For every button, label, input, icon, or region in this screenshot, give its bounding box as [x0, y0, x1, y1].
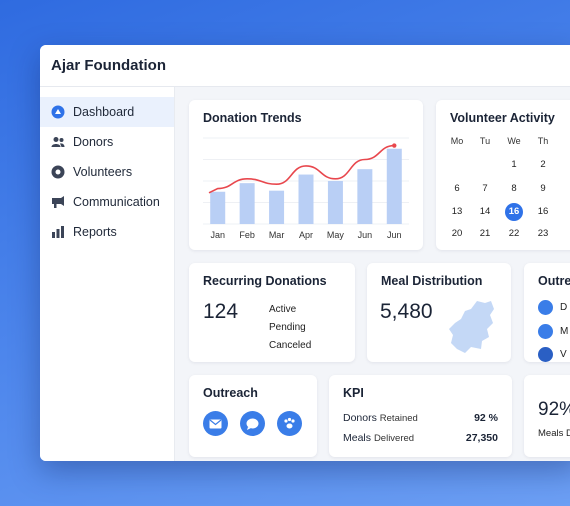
bar [298, 174, 314, 224]
chat-button[interactable] [240, 411, 265, 436]
sidebar-item-label: Dashboard [73, 105, 135, 119]
meal-distribution-card: Meal Distribution 5,480 [367, 263, 511, 362]
calendar-day[interactable]: 23 [537, 228, 549, 239]
kpi-value: 92 % [474, 412, 498, 424]
outreach-title: Outreach [203, 386, 258, 400]
weekday-header: We [507, 136, 521, 146]
sidebar-item-reports[interactable]: Reports [40, 217, 174, 247]
stat-card: 92% Meals D [524, 375, 570, 457]
trend-line [208, 144, 395, 194]
outreach-list-title: Outre [538, 274, 570, 288]
sidebar-item-label: Reports [73, 225, 117, 239]
x-tick-label: Jan [210, 230, 225, 240]
sidebar-item-communication[interactable]: Communication [40, 187, 174, 217]
sidebar-item-label: Volunteers [73, 165, 133, 179]
stat-label: Meals D [538, 428, 570, 439]
title-bar: Ajar Foundation [40, 45, 570, 87]
status-pending: Pending [269, 322, 306, 333]
app-window: Ajar Foundation Dashboard Donors Volunte… [40, 45, 570, 461]
bar [327, 181, 343, 224]
clock-icon [538, 347, 553, 362]
calendar-day[interactable]: 2 [540, 159, 546, 170]
users-icon [51, 135, 65, 149]
x-tick-label: May [327, 230, 345, 240]
calendar-day[interactable]: 16 [505, 203, 523, 221]
kpi-title: KPI [343, 386, 364, 400]
outreach-list-item[interactable]: M [560, 326, 569, 337]
outreach-card: Outreach [189, 375, 317, 457]
megaphone-icon [51, 195, 65, 209]
meal-count: 5,480 [380, 300, 433, 323]
app-title: Ajar Foundation [51, 57, 166, 74]
bar-chart-icon [51, 225, 65, 239]
mail-icon [538, 324, 553, 339]
chat-icon [246, 418, 259, 430]
volunteer-activity-card: Volunteer Activity Mo Tu We Th 1 2 6 7 8 9 13 14 16 1… [436, 100, 570, 250]
sidebar-item-donors[interactable]: Donors [40, 127, 174, 157]
recurring-donations-title: Recurring Donations [203, 274, 327, 288]
meal-distribution-title: Meal Distribution [381, 274, 483, 288]
paw-button[interactable] [277, 411, 302, 436]
volunteer-activity-title: Volunteer Activity [450, 111, 555, 125]
calendar-day[interactable]: 20 [451, 228, 463, 239]
weekday-header: Th [537, 136, 549, 146]
calendar-day[interactable]: 1 [511, 159, 517, 170]
status-canceled: Canceled [269, 340, 312, 351]
weekday-header: Mo [450, 136, 464, 146]
bar [269, 190, 285, 224]
recurring-count: 124 [203, 300, 239, 323]
sidebar-item-volunteers[interactable]: Volunteers [40, 157, 174, 187]
calendar-day[interactable]: 9 [540, 183, 546, 194]
calendar-day[interactable]: 7 [482, 183, 488, 194]
outreach-list-item[interactable]: V [560, 349, 567, 360]
donation-trends-chart: Jan Feb Mar Apr May Jun Jun [203, 137, 409, 240]
calendar-day[interactable]: 22 [508, 228, 520, 239]
mail-button[interactable] [203, 411, 228, 436]
calendar-day[interactable]: 16 [537, 206, 549, 217]
calendar-day[interactable]: 14 [479, 206, 491, 217]
status-active: Active [269, 304, 297, 315]
donation-trends-card: Donation Trends Jan Feb Mar Apr May Jun Jun [189, 100, 423, 250]
x-tick-label: Jun [387, 230, 402, 240]
bar [239, 183, 255, 224]
bar [357, 169, 373, 224]
stat-value: 92% [538, 399, 570, 420]
kpi-label: Donors Retained [343, 412, 418, 424]
calendar-day[interactable]: 6 [454, 183, 460, 194]
kpi-value: 27,350 [465, 432, 498, 444]
kpi-row-meals: Meals Delivered 27,350 [343, 432, 498, 444]
outreach-list-card: Outre D M V [524, 263, 570, 362]
x-tick-label: Mar [269, 230, 285, 240]
person-icon [538, 300, 553, 315]
trend-point [392, 143, 397, 148]
x-tick-label: Feb [239, 230, 255, 240]
donation-trends-title: Donation Trends [203, 111, 302, 125]
outreach-list-item[interactable]: D [560, 302, 568, 313]
paw-icon [284, 417, 295, 429]
recurring-donations-card: Recurring Donations 124 Active Pending C… [189, 263, 355, 362]
volunteer-icon [51, 165, 65, 179]
weekday-header: Tu [479, 136, 491, 146]
calendar-day[interactable]: 21 [479, 228, 491, 239]
kpi-label: Meals Delivered [343, 432, 415, 444]
bar [386, 148, 402, 224]
calendar-day[interactable]: 13 [451, 206, 463, 217]
sidebar-item-dashboard[interactable]: Dashboard [40, 97, 174, 127]
dashboard-icon [51, 105, 65, 119]
sidebar-item-label: Donors [73, 135, 114, 149]
kpi-card: KPI Donors Retained 92 % Meals Delivered… [329, 375, 512, 457]
mail-icon [209, 419, 222, 428]
bar [210, 191, 226, 224]
sidebar-item-label: Communication [73, 195, 160, 209]
x-tick-label: Apr [299, 230, 313, 240]
region-map-icon [449, 301, 494, 353]
kpi-row-donors: Donors Retained 92 % [343, 412, 498, 424]
x-tick-label: Jun [358, 230, 373, 240]
sidebar: Dashboard Donors Volunteers Communicatio… [40, 87, 175, 461]
calendar-day[interactable]: 8 [511, 183, 517, 194]
